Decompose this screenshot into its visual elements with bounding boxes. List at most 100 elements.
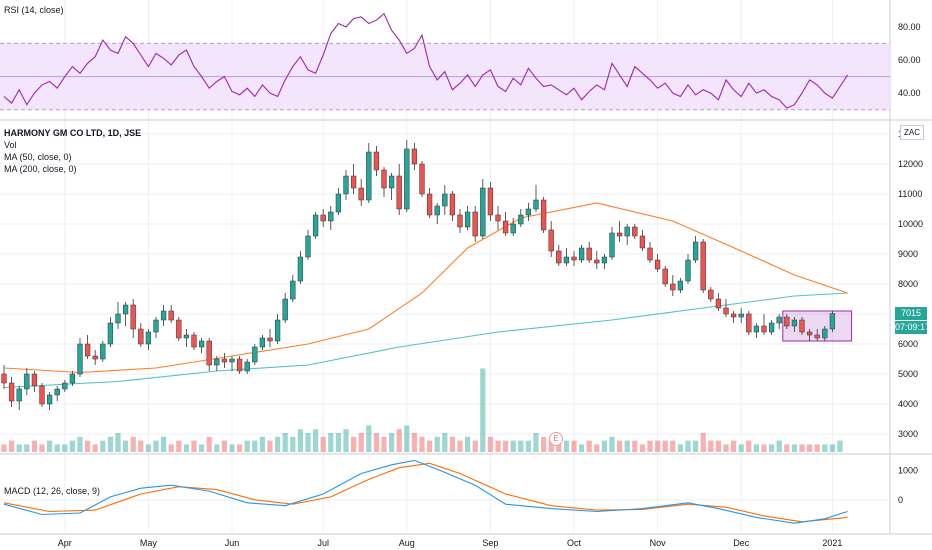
- volume-bar: [738, 444, 744, 452]
- candle-body: [84, 343, 91, 357]
- volume-bar: [465, 436, 471, 452]
- macd-tick-label: 0: [898, 495, 903, 505]
- volume-bar: [123, 440, 129, 452]
- volume-bar: [244, 440, 250, 452]
- volume-bar: [541, 436, 547, 452]
- candle-body: [533, 199, 539, 210]
- candle-body: [480, 187, 486, 237]
- candle-body: [563, 256, 570, 264]
- volume-bar: [731, 440, 737, 452]
- candle-body: [708, 289, 714, 300]
- price-tick-label: 12000: [898, 159, 923, 169]
- candle-body: [829, 313, 836, 330]
- candle-body: [183, 334, 190, 339]
- volume-bar: [746, 440, 752, 452]
- x-tick-label: May: [140, 538, 158, 548]
- candle-body: [586, 247, 592, 261]
- candle-body: [700, 241, 706, 291]
- rsi-legend: RSI (14, close): [4, 5, 64, 15]
- volume-bar: [1, 444, 7, 452]
- volume-bar: [54, 444, 60, 452]
- candle-body: [814, 334, 820, 339]
- rsi-pane: [0, 12, 890, 111]
- volume-bar: [495, 440, 501, 452]
- volume-bar: [214, 444, 220, 452]
- candle-body: [609, 232, 615, 258]
- candle-body: [69, 373, 76, 384]
- volume-bar: [442, 433, 448, 452]
- currency-badge[interactable]: ZAC: [900, 125, 924, 140]
- volume-bar: [837, 440, 843, 452]
- candle-body: [206, 340, 212, 366]
- price-tick-label: 3000: [898, 429, 918, 439]
- volume-bar: [39, 444, 45, 452]
- volume-bar: [776, 440, 782, 452]
- volume-bar: [791, 444, 797, 452]
- candle-body: [784, 316, 790, 327]
- candle-body: [404, 148, 410, 210]
- volume-bar: [9, 440, 15, 452]
- candle-body: [107, 322, 114, 345]
- volume-bar: [267, 440, 273, 452]
- candle-body: [487, 187, 494, 216]
- volume-bar: [305, 433, 311, 452]
- candle-body: [381, 169, 387, 189]
- volume-bar: [807, 444, 813, 452]
- candle-body: [366, 151, 372, 201]
- candle-body: [768, 322, 775, 333]
- candle-body: [39, 385, 45, 405]
- price-tick-label: 4000: [898, 399, 918, 409]
- candle-body: [305, 235, 311, 258]
- candle-body: [639, 235, 646, 249]
- candle-body: [761, 325, 767, 333]
- volume-bar: [601, 440, 607, 452]
- x-tick-label: Oct: [567, 538, 582, 548]
- volume-bar: [199, 444, 205, 452]
- volume-bar: [115, 433, 121, 452]
- volume-bar: [47, 440, 53, 452]
- candle-body: [426, 193, 433, 216]
- volume-bar: [609, 436, 615, 452]
- volume-bar: [396, 429, 402, 452]
- volume-bar: [655, 440, 661, 452]
- x-tick-label: Jul: [317, 538, 329, 548]
- volume-bar: [92, 444, 98, 452]
- candle-body: [654, 259, 661, 270]
- volume-bar: [31, 440, 37, 452]
- volume-bar: [693, 440, 699, 452]
- candle-body: [624, 226, 630, 237]
- volume-bar: [563, 440, 569, 452]
- candle-body: [312, 214, 319, 237]
- candle-body: [8, 382, 15, 402]
- x-tick-label: 2021: [822, 538, 842, 548]
- ma200-legend: MA (200, close, 0): [4, 164, 77, 174]
- candle-body: [92, 355, 98, 360]
- candle-body: [191, 334, 197, 348]
- earnings-event-marker[interactable]: E: [549, 432, 563, 446]
- volume-bar: [449, 436, 455, 452]
- candle-body: [168, 310, 174, 321]
- candle-body: [662, 268, 668, 285]
- volume-bar: [252, 440, 258, 452]
- volume-bar: [130, 436, 136, 452]
- candle-body: [647, 247, 653, 261]
- volume-bar: [366, 425, 372, 452]
- candle-body: [594, 259, 600, 264]
- price-tick-label: 8000: [898, 279, 918, 289]
- candle-body: [571, 256, 577, 261]
- volume-bar: [556, 440, 562, 452]
- volume-bar: [138, 440, 144, 452]
- volume-bar: [829, 444, 835, 452]
- volume-bar: [472, 440, 478, 452]
- countdown-tag: 07:09:17: [895, 321, 931, 334]
- price-tick-label: 10000: [898, 219, 923, 229]
- candle-body: [434, 205, 440, 216]
- candle-body: [373, 151, 380, 171]
- volume-bar: [708, 440, 714, 452]
- candle-body: [267, 337, 273, 342]
- price-pane: [1, 140, 853, 452]
- candle-body: [1, 373, 7, 384]
- candle-body: [396, 175, 402, 210]
- macd-signal-line: [3, 462, 848, 523]
- volume-bar: [525, 440, 531, 452]
